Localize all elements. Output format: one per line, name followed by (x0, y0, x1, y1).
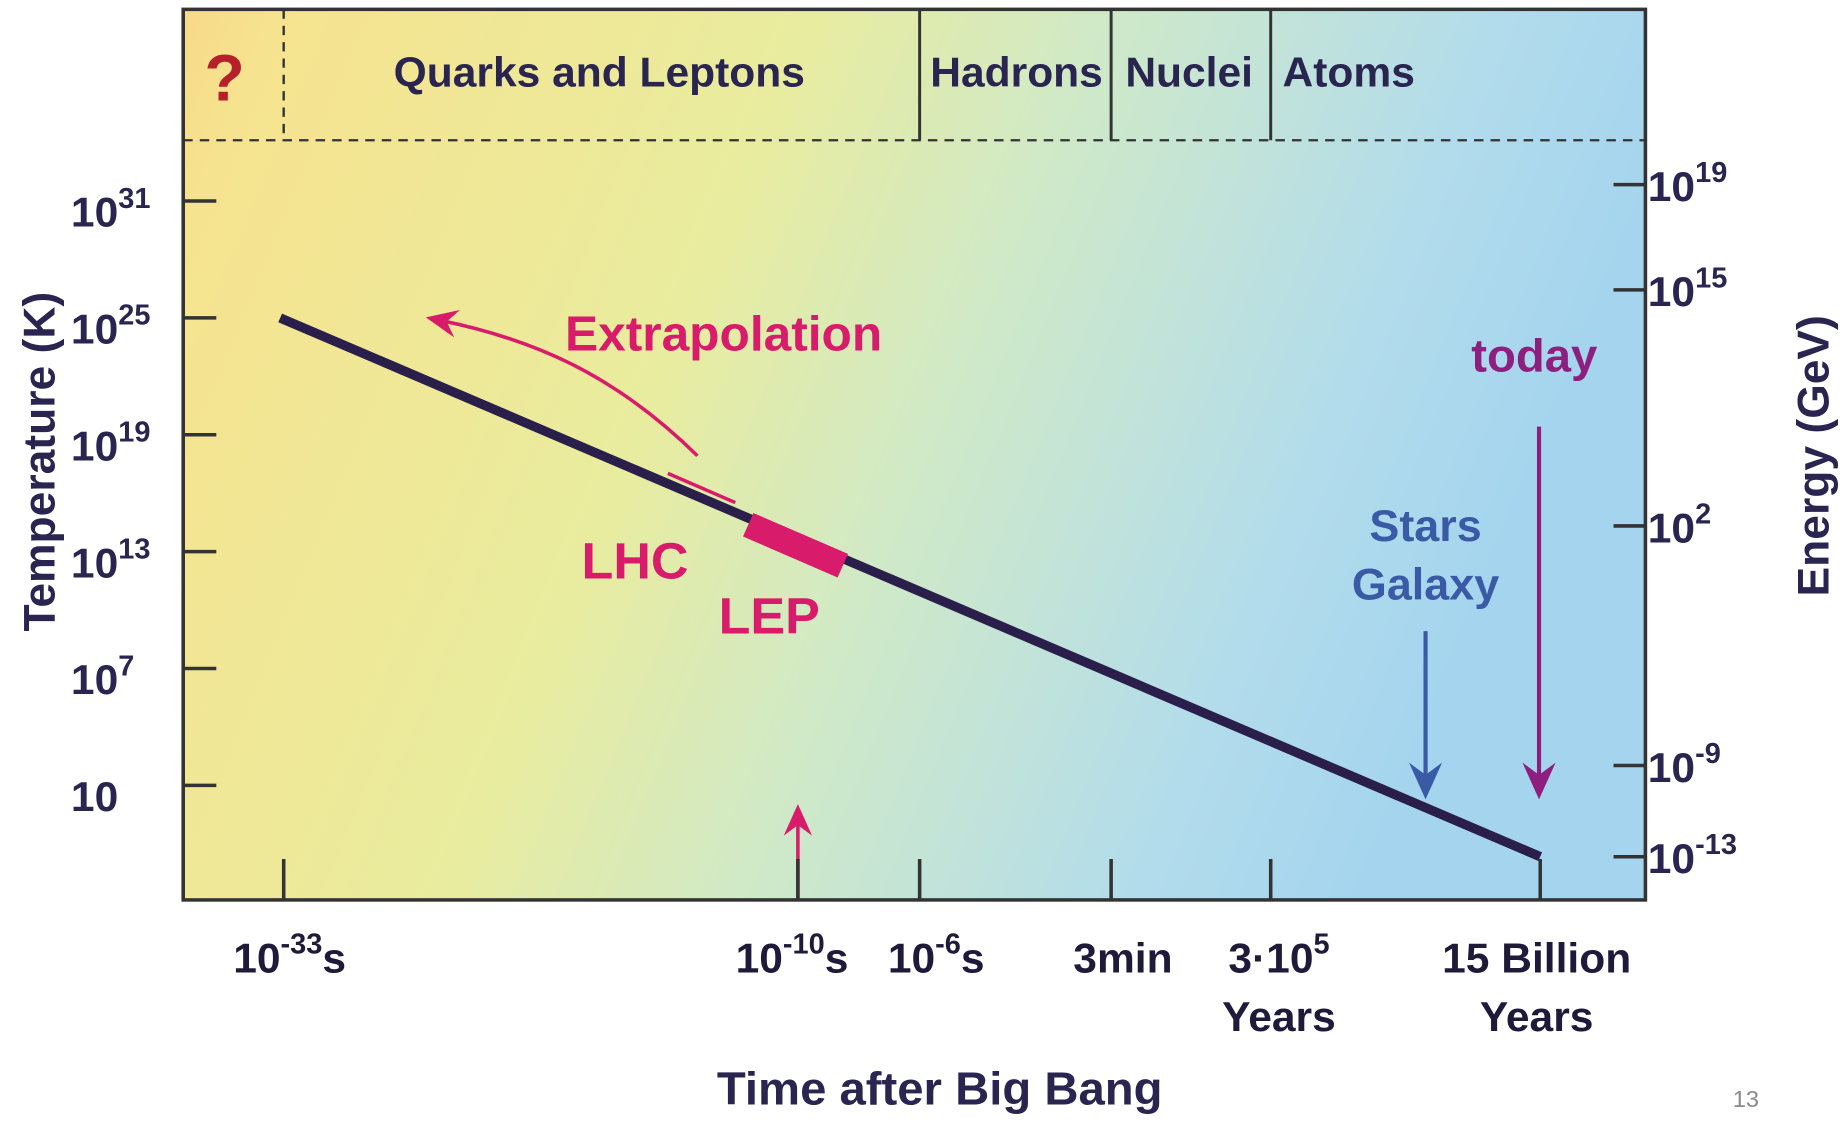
label-exponent: -10 (783, 929, 825, 961)
label-exponent: -13 (1695, 829, 1737, 861)
x-tick-label-line2: Years (1222, 993, 1336, 1040)
label-base: 10 (71, 773, 118, 820)
label-base: 10 (1648, 835, 1695, 882)
label-unit: s (322, 935, 346, 982)
y-tick-label: 1031 (71, 183, 151, 236)
label-exponent: 19 (118, 417, 150, 449)
x-tick-label-line2: Years (1480, 993, 1594, 1040)
label-base: 10 (233, 935, 280, 982)
plot-frame (181, 7, 1648, 902)
label-base: 10 (71, 423, 118, 470)
label-unit: s (961, 935, 985, 982)
lhc-range (667, 471, 736, 505)
y2-tick-label: 10-13 (1648, 829, 1737, 882)
x-tick-label: 10-33s (233, 929, 346, 982)
label-base: 10 (1648, 268, 1695, 315)
x-tick-label: 3min (1073, 935, 1172, 982)
y-tick-label: 1019 (71, 417, 151, 470)
label-base: 10 (1648, 505, 1695, 552)
era-label: Quarks and Leptons (394, 49, 805, 96)
y-tick-label: 107 (71, 650, 134, 703)
label-base: 3min (1073, 935, 1172, 982)
y-tick-label: 1013 (71, 534, 151, 587)
label-base: 10 (71, 540, 118, 587)
y2-tick-label: 10-9 (1648, 738, 1721, 791)
x-tick-label: 10-10s (736, 929, 849, 982)
label-unit: s (825, 935, 849, 982)
x-axis-title: Time after Big Bang (717, 1062, 1163, 1115)
page-number: 13 (1733, 1086, 1759, 1112)
y-axis-title: Temperature (K) (15, 292, 64, 632)
lep-range (743, 512, 849, 578)
label-base: 10 (71, 656, 118, 703)
label-exponent: 7 (118, 650, 134, 682)
label-exponent: 15 (1695, 262, 1727, 294)
y2-axis-title: Energy (GeV) (1789, 315, 1838, 596)
label-exponent: 25 (118, 300, 150, 332)
label-exponent: 13 (118, 534, 150, 566)
y2-tick-label: 1015 (1648, 262, 1728, 315)
label-exponent: -9 (1695, 738, 1721, 770)
era-label: Hadrons (930, 49, 1103, 96)
label-base: 10 (888, 935, 935, 982)
label-exponent: -6 (935, 929, 961, 961)
today-label: today (1471, 329, 1597, 382)
y-tick-label: 1025 (71, 300, 151, 353)
lhc-label: LHC (582, 532, 689, 590)
label-exponent: 5 (1314, 929, 1330, 961)
label-base: 10 (1648, 744, 1695, 791)
y2-tick-label: 1019 (1648, 157, 1728, 210)
extrapolation-label: Extrapolation (565, 307, 882, 362)
era-label: Nuclei (1125, 49, 1253, 96)
label-exponent: -33 (281, 929, 323, 961)
label-base: 10 (71, 189, 118, 236)
label-exponent: 31 (118, 183, 150, 215)
era-label: Atoms (1283, 49, 1415, 96)
stars-label: Galaxy (1352, 561, 1499, 610)
label-base: 10 (71, 306, 118, 353)
cooling-line (278, 313, 1543, 861)
label-base: 15 Billion (1442, 935, 1631, 982)
label-base: 10 (736, 935, 783, 982)
stars-label: Stars (1369, 502, 1481, 551)
y-tick-label: 10 (71, 773, 118, 820)
lep-label: LEP (719, 587, 820, 645)
label-base: 10 (1648, 163, 1695, 210)
x-tick-label: 15 Billion (1442, 935, 1631, 982)
y2-tick-label: 102 (1648, 499, 1711, 552)
x-tick-label: 10-6s (888, 929, 985, 982)
label-exponent: 19 (1695, 157, 1727, 189)
extrapolation-arrow (425, 310, 699, 458)
label-exponent: 2 (1695, 499, 1711, 531)
era-label: ? (204, 41, 244, 115)
label-base: 3·10 (1228, 935, 1313, 982)
x-tick-label: 3·105 (1228, 929, 1329, 982)
